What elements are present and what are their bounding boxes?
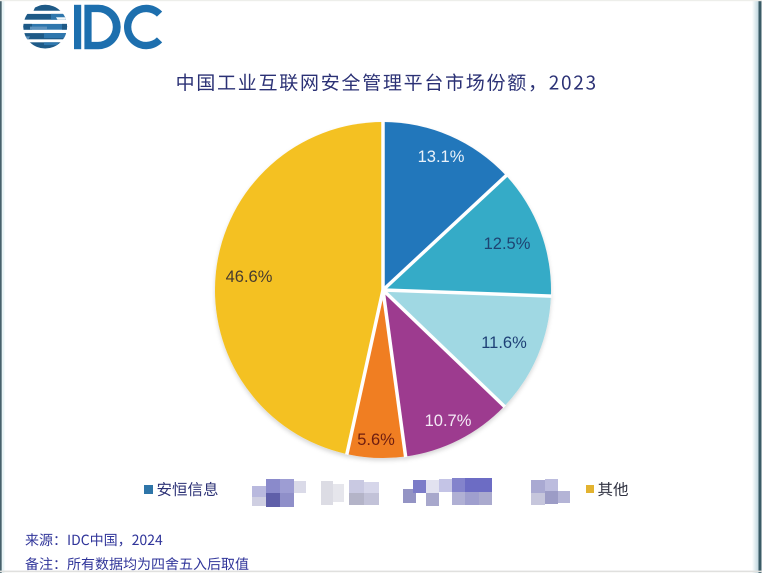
svg-text:12.5%: 12.5% xyxy=(484,235,531,253)
svg-text:11.6%: 11.6% xyxy=(481,334,527,352)
svg-text:5.6%: 5.6% xyxy=(357,431,395,449)
svg-text:10.7%: 10.7% xyxy=(425,412,472,430)
svg-text:13.1%: 13.1% xyxy=(418,148,465,166)
svg-text:46.6%: 46.6% xyxy=(226,268,273,286)
